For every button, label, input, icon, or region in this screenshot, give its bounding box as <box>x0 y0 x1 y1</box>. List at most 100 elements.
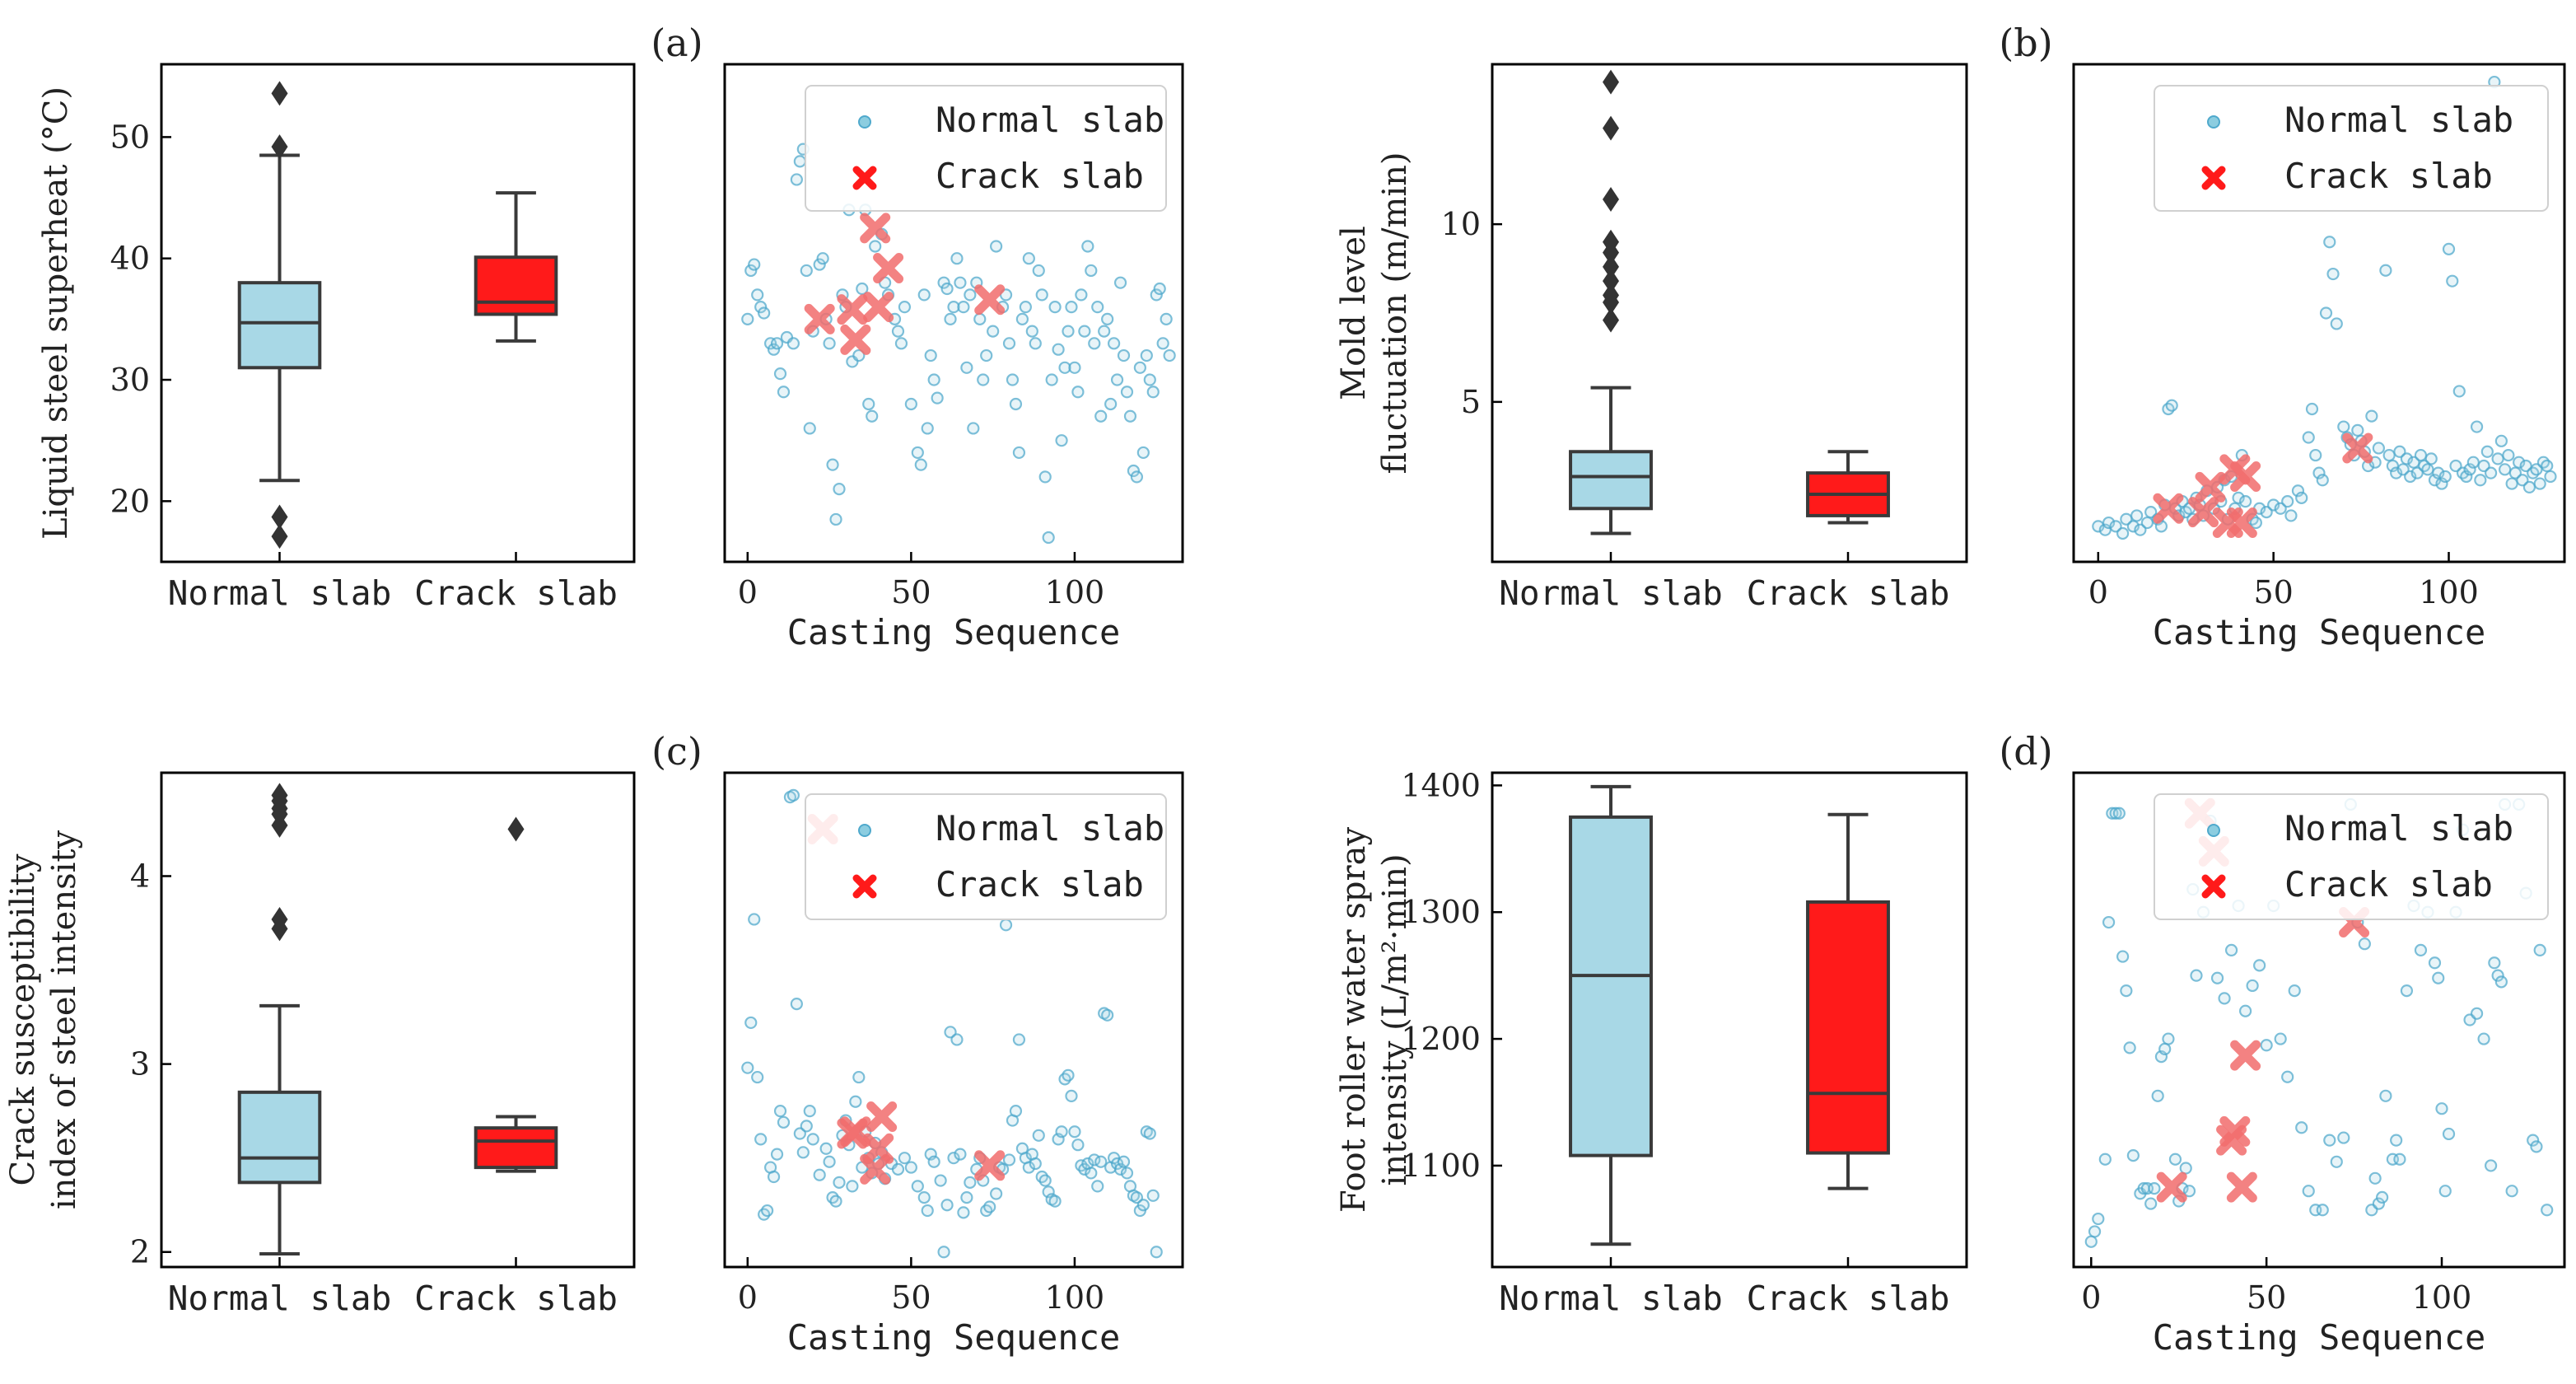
normal-point <box>862 397 875 411</box>
crack-point <box>837 294 868 325</box>
crack-point-stroke <box>2219 1115 2251 1147</box>
normal-point <box>2088 1225 2102 1238</box>
normal-point <box>2491 452 2504 465</box>
y-tick-label: 40 <box>110 241 150 277</box>
normal-point <box>1146 386 1160 399</box>
y-axis-label-line: Mold level <box>1335 226 1373 400</box>
y-tick-label: 3 <box>130 1046 150 1082</box>
x-axis-label: Casting Sequence <box>787 612 1121 652</box>
normal-point <box>806 1133 819 1146</box>
crack-point-stroke <box>2156 1171 2187 1203</box>
normal-point <box>1029 337 1042 350</box>
normal-point <box>914 458 927 471</box>
box-normal-slab <box>1569 784 1653 1246</box>
normal-point <box>1019 301 1032 314</box>
normal-point <box>973 312 987 325</box>
crack-point-stroke <box>2153 493 2184 524</box>
crack-point-stroke <box>2226 1171 2257 1203</box>
normal-point <box>1123 409 1137 423</box>
normal-point <box>1120 386 1134 399</box>
normal-point <box>2179 1162 2192 1175</box>
category-label: Crack slab <box>1747 1279 1950 1318</box>
x-tick-label: 100 <box>1045 1279 1105 1316</box>
x-tick-label: 100 <box>1045 574 1105 610</box>
normal-point <box>1062 1068 1075 1082</box>
normal-point <box>803 1105 816 1118</box>
normal-point <box>2477 1032 2490 1045</box>
normal-point <box>2527 1134 2540 1147</box>
normal-point <box>944 312 957 325</box>
normal-point <box>934 1174 947 1187</box>
normal-point <box>2446 274 2459 288</box>
crack-point <box>2219 1115 2251 1147</box>
normal-point <box>2442 1127 2456 1141</box>
normal-point <box>813 1168 826 1181</box>
normal-point <box>2474 474 2487 487</box>
normal-point <box>1038 470 1052 484</box>
normal-point <box>2428 956 2442 970</box>
normal-point <box>2281 495 2294 508</box>
normal-point <box>1068 1125 1081 1139</box>
box-crack-slab <box>474 191 558 343</box>
normal-point <box>761 1204 774 1218</box>
series-crack <box>804 213 1006 355</box>
normal-point <box>940 282 954 296</box>
legend: Normal slab Crack slab <box>805 793 1167 920</box>
boxplot-a-box: 20 30 40 50 Liquid steel superheat (°C) Norma… <box>37 63 636 613</box>
normal-point <box>823 337 836 350</box>
normal-point <box>2182 1185 2196 1198</box>
crack-point-stroke <box>2342 432 2373 464</box>
normal-point <box>898 301 912 314</box>
normal-point <box>1081 240 1094 253</box>
normal-point <box>1009 1105 1023 1118</box>
normal-point <box>977 373 990 386</box>
panel-label: (d) <box>1999 729 2052 774</box>
normal-point <box>2319 306 2333 320</box>
normal-point <box>2249 516 2262 530</box>
boxplot-c-box: 2 3 4 Crack susceptibility index of steel in… <box>4 771 636 1318</box>
box-crack-slab <box>1806 812 1890 1190</box>
crack-point-stroke <box>2230 461 2261 492</box>
normal-point <box>2502 448 2515 462</box>
normal-point <box>748 913 761 926</box>
normal-point <box>904 397 917 411</box>
crack-point-stroke <box>974 284 1006 316</box>
normal-point <box>2390 1134 2403 1147</box>
normal-point <box>1110 373 1124 386</box>
normal-point <box>2232 491 2245 504</box>
x-axis-label: Casting Sequence <box>2153 612 2486 652</box>
crack-point <box>2195 471 2226 503</box>
normal-point <box>2190 969 2203 982</box>
normal-point <box>744 1016 758 1030</box>
legend: Normal slab Crack slab <box>2154 793 2549 920</box>
normal-point <box>2112 807 2126 820</box>
normal-point <box>917 288 931 302</box>
outlier-point <box>1603 269 1619 294</box>
normal-point <box>911 1180 924 1193</box>
normal-point <box>816 252 829 265</box>
crack-point <box>2156 1171 2187 1203</box>
normal-point <box>2116 950 2130 963</box>
outlier-point <box>271 81 288 106</box>
y-tick-label: 1400 <box>1401 767 1481 803</box>
crack-point-stroke <box>2230 1040 2261 1071</box>
x-tick-label: 50 <box>891 1279 931 1316</box>
normal-point <box>2358 937 2371 951</box>
normal-point <box>777 386 791 399</box>
crack-point-stroke <box>837 294 868 325</box>
normal-point <box>2435 1102 2448 1115</box>
normal-point <box>823 1155 836 1168</box>
normal-point <box>2330 1155 2343 1168</box>
normal-point <box>770 337 784 350</box>
y-tick-label: 20 <box>110 483 150 519</box>
category-label: Crack slab <box>414 573 618 613</box>
normal-point <box>1163 348 1176 362</box>
normal-point <box>2505 477 2518 490</box>
normal-point <box>2372 1197 2385 1210</box>
normal-point <box>947 1152 960 1165</box>
normal-point <box>777 1115 791 1129</box>
normal-point <box>2109 807 2122 820</box>
y-axis-label-line: Crack susceptibility <box>4 853 42 1185</box>
y-tick-label: 10 <box>1441 206 1481 242</box>
